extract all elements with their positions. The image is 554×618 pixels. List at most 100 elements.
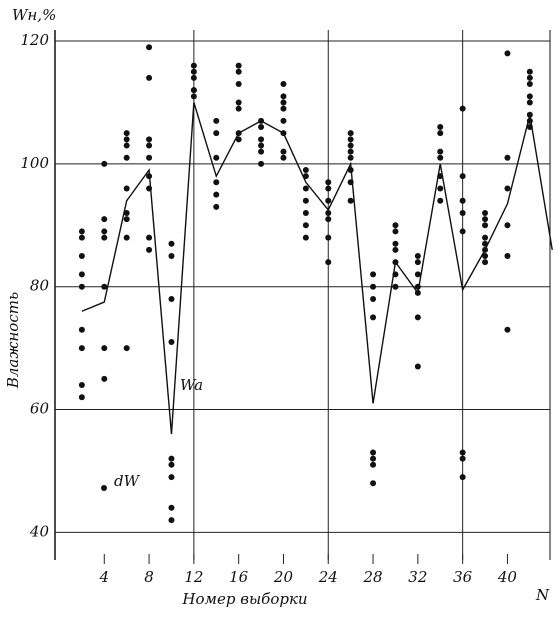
dot <box>78 234 85 241</box>
dot <box>437 154 444 161</box>
x-axis-symbol: N <box>535 586 550 604</box>
y-tick-label: 120 <box>20 31 49 49</box>
dot <box>347 154 354 161</box>
dot <box>168 253 175 260</box>
dot <box>414 363 421 370</box>
dot <box>78 253 85 260</box>
dot <box>101 160 108 167</box>
dot <box>123 210 130 217</box>
dot <box>78 326 85 333</box>
dot <box>190 68 197 75</box>
dot <box>302 234 309 241</box>
y-tick-label: 80 <box>30 277 50 295</box>
dot <box>437 185 444 192</box>
dot <box>168 295 175 302</box>
dot <box>123 345 130 352</box>
dot <box>235 105 242 112</box>
dot <box>101 216 108 223</box>
dot <box>482 259 489 266</box>
dot <box>437 148 444 155</box>
dot <box>325 210 332 217</box>
x-tick-label: 4 <box>99 568 110 586</box>
x-tick-label: 36 <box>453 568 473 586</box>
dot <box>78 283 85 290</box>
dot <box>347 148 354 155</box>
dot <box>78 394 85 401</box>
dot <box>526 99 533 106</box>
dot <box>146 234 153 241</box>
dot <box>78 345 85 352</box>
dot <box>235 99 242 106</box>
dot <box>280 105 287 112</box>
dot <box>414 271 421 278</box>
dot <box>101 345 108 352</box>
dot <box>325 259 332 266</box>
dot <box>325 179 332 186</box>
dot <box>146 136 153 143</box>
dot <box>347 197 354 204</box>
dot <box>258 142 265 149</box>
dot <box>504 253 511 260</box>
dot <box>146 74 153 81</box>
x-axis-label: Номер выборки <box>181 590 307 608</box>
dot <box>482 253 489 260</box>
dot <box>168 240 175 247</box>
dot <box>459 210 466 217</box>
series-label: Wa <box>180 376 203 394</box>
dot <box>459 455 466 462</box>
dot <box>101 375 108 382</box>
dot <box>482 222 489 229</box>
dot <box>392 228 399 235</box>
x-tick-label: 24 <box>318 568 338 586</box>
dot <box>504 326 511 333</box>
dot <box>526 68 533 75</box>
dot <box>370 283 377 290</box>
dot <box>370 461 377 468</box>
x-tick-label: 16 <box>229 568 249 586</box>
dot <box>459 474 466 481</box>
dot <box>168 455 175 462</box>
dot <box>78 271 85 278</box>
dot <box>123 142 130 149</box>
dot <box>280 81 287 88</box>
dot <box>325 197 332 204</box>
dot <box>347 136 354 143</box>
dot <box>213 117 220 124</box>
dot <box>526 93 533 100</box>
dot <box>280 93 287 100</box>
dot <box>146 44 153 51</box>
dot <box>235 81 242 88</box>
dot <box>190 74 197 81</box>
dot <box>459 197 466 204</box>
dot <box>482 216 489 223</box>
dot <box>414 314 421 321</box>
dot <box>325 185 332 192</box>
dot <box>280 99 287 106</box>
dot <box>392 283 399 290</box>
dot <box>235 136 242 143</box>
x-tick-label: 20 <box>273 568 294 586</box>
dot <box>235 62 242 69</box>
dot <box>302 185 309 192</box>
dot <box>392 240 399 247</box>
dot <box>146 246 153 253</box>
dot <box>168 338 175 345</box>
dot <box>78 228 85 235</box>
dot <box>504 50 511 57</box>
dot <box>302 167 309 174</box>
y-tick-label: 40 <box>29 522 50 540</box>
dot <box>459 449 466 456</box>
x-tick-label: 40 <box>497 568 518 586</box>
dot <box>504 185 511 192</box>
dot <box>437 197 444 204</box>
y-tick-label: 60 <box>30 400 50 418</box>
dot <box>213 191 220 198</box>
series-label: dW <box>114 472 141 490</box>
dot <box>213 179 220 186</box>
dot <box>168 474 175 481</box>
dot <box>370 449 377 456</box>
dot <box>482 210 489 217</box>
x-tick-label: 32 <box>408 568 427 586</box>
x-tick-label: 8 <box>144 568 154 586</box>
dot <box>280 117 287 124</box>
